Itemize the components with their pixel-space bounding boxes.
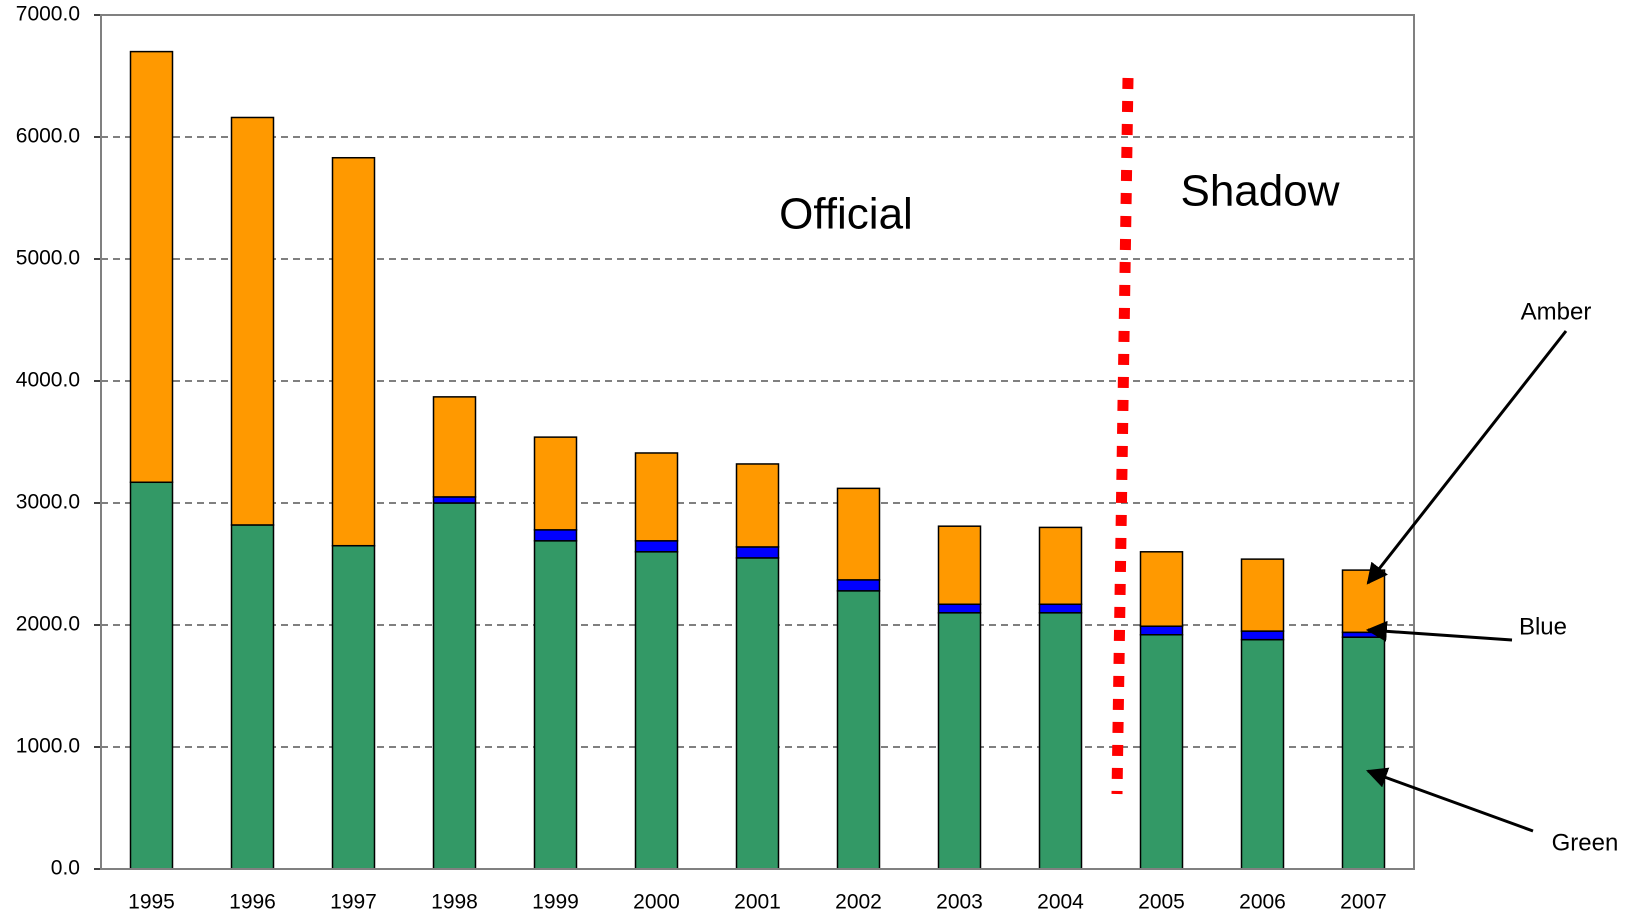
legend-arrow bbox=[1365, 620, 1513, 642]
x-tick-label: 2007 bbox=[1340, 891, 1387, 914]
bars bbox=[129, 50, 1386, 870]
y-tick-label: 2000.0 bbox=[16, 613, 80, 636]
x-tick-label: 1995 bbox=[128, 891, 175, 914]
bar-segment bbox=[1240, 638, 1285, 870]
x-tick-label: 1996 bbox=[229, 891, 276, 914]
plot-frame bbox=[100, 14, 1415, 870]
legend-label: Green bbox=[1552, 829, 1619, 856]
bar-segment bbox=[432, 496, 477, 504]
divider-line bbox=[1111, 77, 1134, 795]
y-tick-label: 0.0 bbox=[51, 857, 80, 880]
bar-segment bbox=[1038, 612, 1083, 870]
grid bbox=[94, 14, 1414, 870]
bar-segment bbox=[937, 525, 982, 606]
legend-label: Blue bbox=[1519, 613, 1567, 640]
y-tick-label: 3000.0 bbox=[16, 491, 80, 514]
bar-segment bbox=[634, 551, 679, 870]
annotation: Shadow bbox=[1180, 167, 1339, 216]
x-tick-label: 2001 bbox=[734, 891, 781, 914]
bar-segment bbox=[1038, 526, 1083, 606]
x-tick-label: 2002 bbox=[835, 891, 882, 914]
bar-segment bbox=[1139, 625, 1184, 636]
legend-arrow bbox=[1366, 767, 1534, 833]
bar-segment bbox=[1139, 551, 1184, 627]
bar-segment bbox=[1341, 636, 1386, 870]
bar-segment bbox=[937, 603, 982, 614]
y-tick-label: 5000.0 bbox=[16, 247, 80, 270]
x-tick-label: 2005 bbox=[1138, 891, 1185, 914]
bar-segment bbox=[533, 436, 578, 531]
bar-segment bbox=[1240, 558, 1285, 632]
bar-segment bbox=[836, 487, 881, 581]
bar-segment bbox=[836, 579, 881, 592]
bar-segment bbox=[230, 524, 275, 870]
bar-segment bbox=[937, 612, 982, 870]
x-tick-label: 1999 bbox=[532, 891, 579, 914]
bar-segment bbox=[1341, 569, 1386, 634]
bar-segment bbox=[432, 502, 477, 870]
y-tick-label: 7000.0 bbox=[16, 3, 80, 26]
bar-segment bbox=[836, 590, 881, 870]
annotation: Official bbox=[779, 190, 913, 239]
x-tick-label: 2000 bbox=[633, 891, 680, 914]
legend-arrow bbox=[1366, 330, 1568, 585]
bar-segment bbox=[735, 546, 780, 559]
y-tick-label: 6000.0 bbox=[16, 125, 80, 148]
bar-segment bbox=[230, 116, 275, 526]
bar-segment bbox=[735, 463, 780, 548]
y-tick-label: 1000.0 bbox=[16, 735, 80, 758]
bar-segment bbox=[533, 529, 578, 542]
x-tick-label: 2004 bbox=[1037, 891, 1084, 914]
x-tick-label: 2006 bbox=[1239, 891, 1286, 914]
x-tick-label: 1997 bbox=[330, 891, 377, 914]
bar-segment bbox=[634, 540, 679, 553]
y-tick-label: 4000.0 bbox=[16, 369, 80, 392]
bar-segment bbox=[331, 544, 376, 870]
bar-segment bbox=[432, 396, 477, 498]
bar-segment bbox=[331, 156, 376, 547]
bar-segment bbox=[533, 540, 578, 870]
legend-label: Amber bbox=[1521, 298, 1592, 325]
bar-segment bbox=[1139, 634, 1184, 870]
bar-segment bbox=[129, 50, 174, 484]
bar-segment bbox=[735, 557, 780, 870]
bar-segment bbox=[129, 481, 174, 870]
x-tick-label: 2003 bbox=[936, 891, 983, 914]
bar-segment bbox=[634, 452, 679, 542]
x-tick-label: 1998 bbox=[431, 891, 478, 914]
bar-segment bbox=[1240, 630, 1285, 641]
bar-segment bbox=[1038, 603, 1083, 614]
